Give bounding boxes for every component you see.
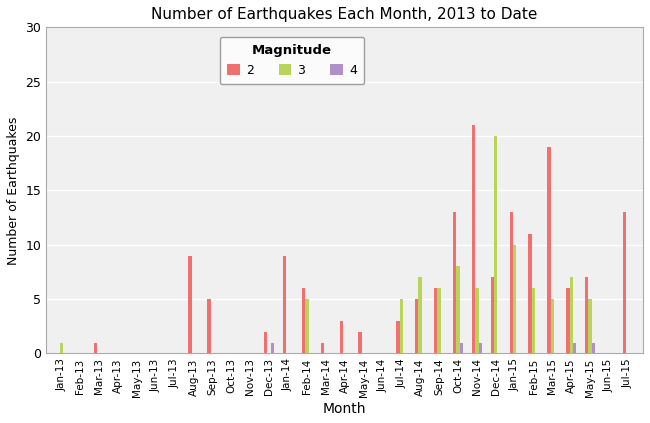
Bar	[396, 321, 400, 353]
Bar	[434, 288, 437, 353]
Bar	[271, 343, 274, 353]
Bar	[339, 321, 343, 353]
Bar	[358, 332, 362, 353]
Bar	[460, 343, 463, 353]
Bar	[623, 212, 626, 353]
Bar	[305, 299, 309, 353]
Bar	[264, 332, 267, 353]
Bar	[588, 299, 592, 353]
Bar	[472, 125, 475, 353]
Bar	[494, 136, 497, 353]
Bar	[437, 288, 441, 353]
Bar	[419, 277, 422, 353]
Bar	[566, 288, 569, 353]
Bar	[491, 277, 494, 353]
Bar	[573, 343, 577, 353]
Y-axis label: Number of Earthquakes: Number of Earthquakes	[7, 116, 20, 264]
Bar	[547, 147, 551, 353]
Bar	[94, 343, 98, 353]
Bar	[188, 255, 192, 353]
Title: Number of Earthquakes Each Month, 2013 to Date: Number of Earthquakes Each Month, 2013 t…	[151, 7, 538, 22]
X-axis label: Month: Month	[323, 402, 367, 416]
Bar	[283, 255, 286, 353]
Bar	[513, 244, 516, 353]
Bar	[207, 299, 211, 353]
Legend: 2, 3, 4: 2, 3, 4	[220, 37, 365, 84]
Bar	[302, 288, 305, 353]
Bar	[60, 343, 63, 353]
Bar	[320, 343, 324, 353]
Bar	[456, 266, 460, 353]
Bar	[592, 343, 595, 353]
Bar	[551, 299, 554, 353]
Bar	[415, 299, 419, 353]
Bar	[528, 234, 532, 353]
Bar	[510, 212, 513, 353]
Bar	[475, 288, 478, 353]
Bar	[400, 299, 403, 353]
Bar	[585, 277, 588, 353]
Bar	[569, 277, 573, 353]
Bar	[453, 212, 456, 353]
Bar	[532, 288, 535, 353]
Bar	[478, 343, 482, 353]
